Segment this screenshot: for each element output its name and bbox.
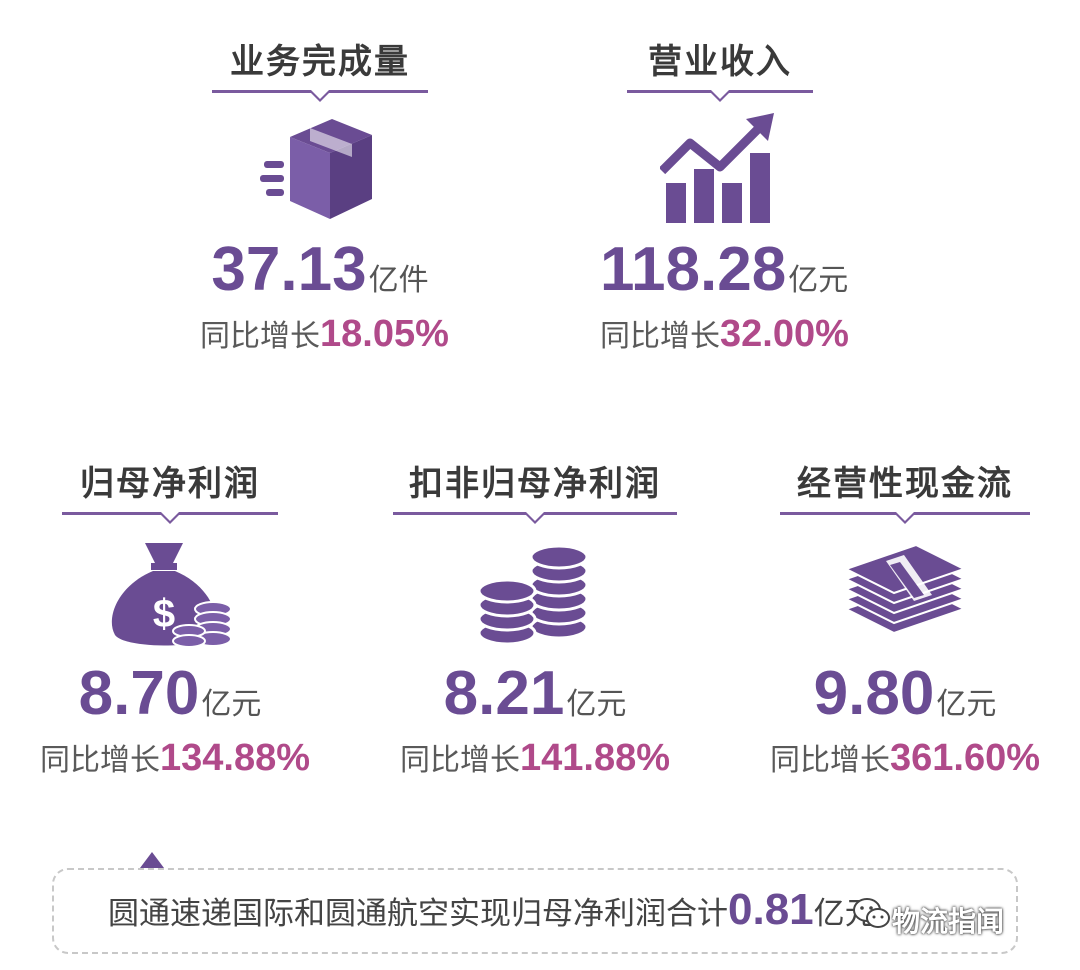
growth-value: 18.05% [320, 313, 449, 355]
note-text: 圆通速递国际和圆通航空实现归母净利润合计 [108, 896, 728, 932]
title-underline [393, 512, 677, 524]
metric-unit: 亿元 [788, 263, 849, 298]
metric-value: 8.21 [443, 659, 565, 728]
growth-label: 同比增长 [600, 319, 720, 354]
title-underline [62, 512, 278, 524]
card-title: 扣非归母净利润 [409, 464, 661, 504]
metric-unit: 亿元 [201, 687, 262, 722]
growth-label: 同比增长 [40, 743, 160, 778]
card-title: 经营性现金流 [797, 464, 1013, 504]
card-title: 营业收入 [648, 42, 792, 82]
card-title: 业务完成量 [230, 42, 410, 82]
svg-text:$: $ [153, 592, 175, 636]
wechat-icon [853, 898, 890, 928]
metric-value: 9.80 [813, 659, 935, 728]
growth-label: 同比增长 [399, 743, 520, 778]
metric-value: 37.13 [211, 235, 367, 304]
growth-value: 361.60% [889, 737, 1040, 779]
growth-value: 134.88% [160, 737, 311, 779]
note-content: 圆通速递国际和圆通航空实现归母净利润合计0.81亿元 [108, 888, 876, 932]
card-adjusted-net-profit: 扣非归母净利润 8.21亿元 同比增长141.88% [380, 464, 690, 777]
card-business-volume: 业务完成量 37.13亿件 同比增长18.05% [200, 42, 449, 354]
watermark-text: 物流指闻 [892, 905, 1005, 938]
card-operating-cash-flow: 经营性现金流 9.80亿元 同比增长361.60% [760, 464, 1050, 777]
cash-bundle-icon [843, 543, 967, 635]
metric-unit: 亿件 [368, 263, 429, 298]
card-net-profit: 归母净利润 $ 8.70亿元 同比增长134.88% [40, 464, 310, 778]
metric-unit: 亿元 [566, 687, 627, 722]
growth-value: 32.00% [720, 313, 849, 355]
growth-label: 同比增长 [769, 743, 890, 778]
growth-value: 141.88% [519, 737, 670, 779]
package-box-icon [260, 119, 372, 219]
growth-label: 同比增长 [200, 319, 320, 354]
note-pointer-icon [140, 852, 164, 868]
card-revenue: 营业收入 118.28亿元 同比增长32.00% [600, 42, 849, 354]
growth-chart-icon [660, 113, 774, 223]
metric-unit: 亿元 [936, 687, 997, 722]
title-underline [780, 512, 1030, 524]
title-underline [627, 90, 813, 102]
note-value: 0.81 [728, 885, 814, 934]
coin-stacks-icon [477, 544, 589, 646]
metric-value: 118.28 [600, 235, 787, 304]
note-box [52, 868, 1018, 954]
title-underline [212, 90, 428, 102]
money-bag-icon: $ [111, 543, 232, 648]
card-title: 归母净利润 [80, 464, 260, 504]
metric-value: 8.70 [78, 659, 200, 728]
